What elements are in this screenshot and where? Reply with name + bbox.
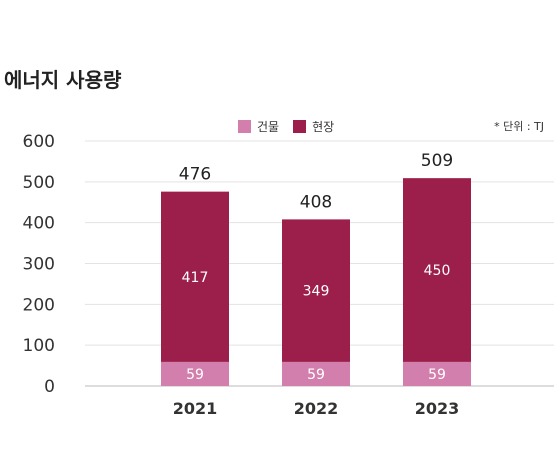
y-tick-label: 300 (23, 255, 55, 275)
y-tick-label: 500 (23, 173, 55, 193)
bar-total-label: 476 (179, 165, 211, 185)
bar-segment-site (161, 191, 229, 362)
bar-total-label: 408 (300, 192, 332, 212)
bar-segment-site (403, 178, 471, 362)
bar-segment-label: 417 (182, 270, 209, 286)
y-tick-label: 200 (23, 295, 55, 315)
bar-segment-site (282, 219, 350, 362)
bar-segment-label: 349 (303, 284, 330, 300)
bar-total-label: 509 (421, 151, 453, 171)
y-tick-label: 100 (23, 336, 55, 356)
legend: 건물 현장 (238, 118, 348, 135)
bar-segment-building (403, 361, 471, 386)
bar-segment-building (161, 361, 229, 386)
legend-item-site: 현장 (293, 118, 334, 135)
x-tick-label: 2023 (415, 399, 460, 418)
bar-segment-label: 59 (307, 367, 325, 383)
bar-segment-label: 59 (186, 367, 204, 383)
y-tick-label: 0 (44, 377, 55, 397)
y-tick-label: 400 (23, 214, 55, 234)
unit-note: * 단위 : TJ (494, 120, 544, 133)
y-tick-label: 600 (23, 132, 55, 152)
legend-swatch-building (238, 120, 251, 133)
bar-segment-building (282, 361, 350, 386)
x-tick-label: 2021 (173, 399, 218, 418)
legend-label-building: 건물 (257, 120, 280, 134)
chart-title: 에너지 사용량 (4, 68, 122, 92)
legend-swatch-site (293, 120, 307, 133)
legend-label-site: 현장 (312, 120, 335, 134)
x-tick-label: 2022 (294, 399, 339, 418)
bar-segment-label: 450 (424, 263, 451, 279)
legend-item-building: 건물 (238, 118, 279, 135)
bar-segment-label: 59 (428, 367, 446, 383)
